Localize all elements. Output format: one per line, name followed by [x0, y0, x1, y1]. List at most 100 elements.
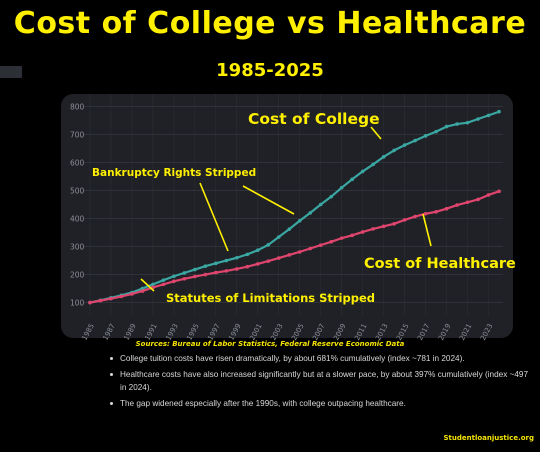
data-point — [297, 218, 302, 223]
data-point — [434, 129, 438, 134]
x-tick-label: 1999 — [227, 322, 242, 341]
annotation-healthcare: Cost of Healthcare — [364, 256, 516, 272]
data-point — [455, 203, 459, 207]
sidebar-toggle[interactable] — [0, 66, 22, 78]
data-point — [308, 246, 313, 251]
y-axis-ticks: 100 200 300 400 500 600 700 800 — [70, 102, 85, 307]
y-tick-label: 500 — [70, 186, 85, 195]
data-point — [224, 258, 229, 263]
data-point — [266, 259, 271, 263]
data-point — [350, 233, 354, 238]
data-point — [140, 286, 145, 291]
data-point — [151, 282, 155, 287]
x-tick-label: 2007 — [311, 322, 326, 341]
x-tick-label: 2017 — [416, 322, 431, 341]
data-point — [287, 253, 292, 257]
annotation-arrow — [242, 185, 295, 215]
data-point — [434, 209, 438, 214]
summary-item: College tuition costs have risen dramati… — [110, 352, 530, 365]
series-line-healthcare — [89, 190, 500, 304]
data-point — [276, 256, 281, 260]
x-tick-label: 1995 — [185, 322, 200, 341]
data-point — [339, 236, 344, 240]
annotation-arrow — [199, 182, 229, 252]
annotation-statutes: Statutes of Limitations Stripped — [166, 291, 375, 305]
data-point — [486, 113, 491, 118]
data-point — [444, 206, 449, 211]
annotation-bankruptcy: Bankruptcy Rights Stripped — [92, 167, 256, 179]
data-point — [318, 243, 323, 247]
y-tick-label: 700 — [70, 130, 85, 139]
data-point — [329, 194, 334, 199]
data-point — [235, 255, 239, 260]
data-point — [360, 169, 365, 174]
data-point — [402, 143, 407, 147]
y-tick-label: 200 — [70, 271, 85, 280]
data-point — [423, 134, 428, 138]
data-point — [182, 271, 187, 275]
data-point — [392, 148, 396, 153]
x-tick-label: 1989 — [122, 322, 137, 341]
data-point — [119, 294, 124, 299]
data-point — [423, 211, 428, 216]
series-layer — [88, 109, 501, 305]
data-point — [308, 211, 313, 215]
data-point — [98, 298, 103, 303]
data-point — [245, 264, 250, 269]
data-point — [140, 289, 145, 293]
annotation-arrow — [140, 278, 155, 292]
data-point — [350, 177, 354, 182]
data-point — [381, 155, 386, 159]
x-tick-label: 1993 — [164, 322, 179, 341]
data-point — [255, 262, 260, 266]
data-point — [444, 124, 449, 129]
data-point — [476, 117, 480, 121]
data-point — [161, 278, 166, 282]
data-point — [255, 248, 260, 252]
data-point — [276, 235, 281, 239]
data-point — [235, 267, 239, 271]
data-point — [88, 300, 92, 305]
x-tick-label: 1985 — [81, 322, 96, 341]
x-tick-label: 1991 — [143, 322, 158, 341]
page-title: Cost of College vs Healthcare — [13, 6, 527, 41]
data-point — [392, 222, 396, 226]
data-point — [203, 264, 208, 268]
data-point — [161, 282, 166, 287]
data-point — [465, 120, 470, 125]
data-point — [413, 214, 417, 219]
x-tick-label: 2015 — [395, 322, 410, 341]
y-tick-label: 100 — [70, 299, 85, 308]
x-tick-label: 2019 — [437, 322, 452, 341]
data-point — [287, 227, 292, 231]
data-point — [193, 274, 197, 279]
data-point — [130, 292, 134, 296]
x-tick-label: 2011 — [353, 322, 368, 341]
data-point — [465, 200, 470, 205]
data-point — [224, 269, 229, 273]
footer-credit: Studentloanjustice.org — [443, 434, 535, 442]
page-subtitle: 1985-2025 — [216, 60, 324, 81]
data-point — [413, 138, 417, 143]
data-point — [486, 193, 491, 197]
x-axis-ticks: 1985 1987 1989 1991 1993 1995 1997 1999 2001 2003… — [81, 322, 495, 341]
data-point — [339, 185, 344, 190]
y-tick-label: 300 — [70, 243, 85, 252]
annotation-arrows — [140, 126, 432, 292]
data-point — [360, 230, 365, 234]
data-point — [497, 189, 501, 194]
x-tick-label: 2023 — [479, 322, 494, 341]
sources-note: Sources: Bureau of Labor Statistics, Fed… — [135, 340, 405, 348]
x-tick-label: 1997 — [206, 322, 221, 341]
x-tick-label: 2003 — [269, 322, 284, 341]
x-tick-label: 2013 — [374, 322, 389, 341]
data-point — [476, 197, 480, 202]
data-point — [455, 122, 459, 126]
data-point — [371, 227, 375, 231]
x-tick-label: 1987 — [101, 322, 116, 341]
data-point — [381, 224, 386, 229]
x-tick-label: 2021 — [458, 322, 473, 341]
summary-item: The gap widened especially after the 199… — [110, 397, 530, 410]
y-tick-label: 800 — [70, 102, 85, 111]
